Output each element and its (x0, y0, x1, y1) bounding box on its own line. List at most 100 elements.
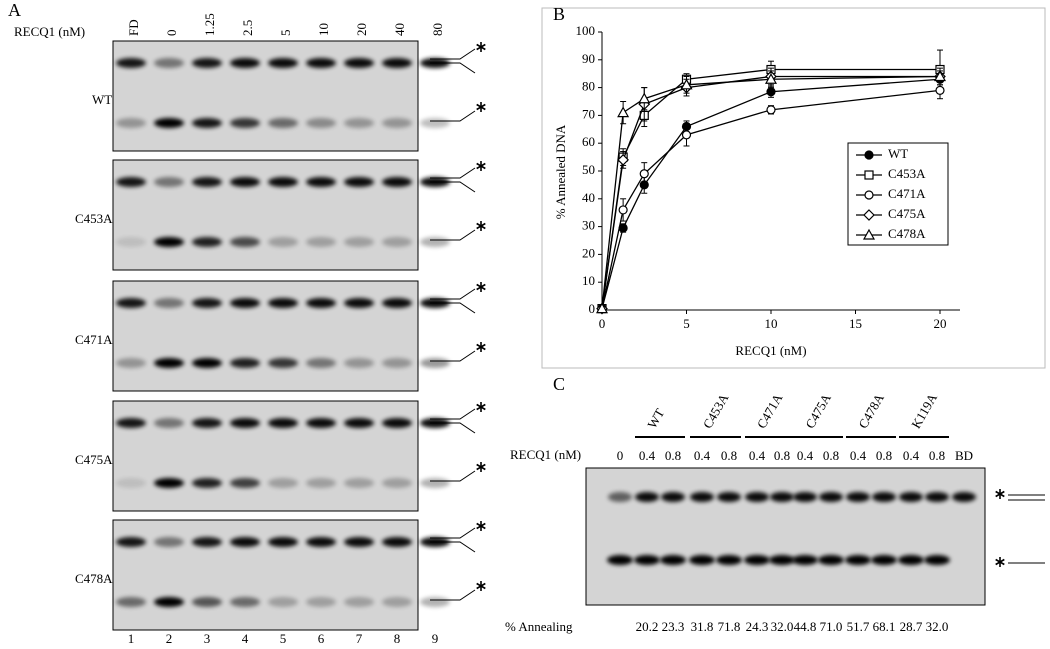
gel-band (230, 118, 260, 128)
y-tick-label: 70 (582, 106, 595, 121)
lane-label: 20 (354, 23, 369, 36)
group-label: C475A (802, 390, 834, 431)
gel-band (770, 492, 794, 502)
gel-band (116, 418, 146, 428)
asterisk (476, 582, 486, 590)
gel-band (382, 358, 412, 368)
y-tick-label: 10 (582, 273, 595, 288)
gel-band (230, 418, 260, 428)
lane-label: 5 (278, 30, 293, 37)
gel-band (344, 58, 374, 68)
gel-band (230, 537, 260, 547)
marker (618, 205, 628, 215)
gel-band (344, 237, 374, 247)
gel-band (871, 555, 897, 565)
gel-band (192, 478, 222, 488)
gel-band (819, 492, 843, 502)
gel-band (116, 177, 146, 187)
x-tick-label: 0 (599, 316, 606, 331)
gel-label: WT (92, 92, 112, 107)
marker (935, 85, 945, 95)
gel-band (634, 555, 660, 565)
gel-band (192, 237, 222, 247)
gel-band (382, 418, 412, 428)
annealing-value: 71.8 (718, 619, 741, 634)
gel-band (661, 492, 685, 502)
x-tick-label: 20 (934, 316, 947, 331)
panel-label: C (553, 374, 565, 394)
gel-band (230, 358, 260, 368)
lane-label: FD (126, 19, 141, 36)
y-tick-label: 20 (582, 245, 595, 260)
y-tick-label: 0 (589, 301, 596, 316)
gel-band (420, 237, 450, 247)
gel-band (268, 177, 298, 187)
lane-number: 2 (166, 631, 173, 646)
gel-band (306, 58, 336, 68)
annealing-value: 68.1 (873, 619, 896, 634)
marker (595, 302, 609, 314)
y-tick-label: 80 (582, 79, 595, 94)
gel-band (382, 58, 412, 68)
asterisk (476, 222, 486, 230)
marker (933, 70, 947, 82)
gel-band (192, 597, 222, 607)
lane-number: 3 (204, 631, 211, 646)
legend-label: C453A (888, 166, 926, 181)
gel-band (116, 537, 146, 547)
gel-band (154, 358, 184, 368)
gel-band (792, 555, 818, 565)
gel-band (192, 358, 222, 368)
y-tick-label: 100 (576, 23, 596, 38)
gel-band (268, 118, 298, 128)
lane-label: 0.4 (797, 448, 814, 463)
axis-label: RECQ1 (nM) (510, 447, 581, 462)
gel-band (769, 555, 795, 565)
marker (864, 190, 874, 200)
lane-label: 0.8 (823, 448, 839, 463)
gel (112, 519, 419, 631)
gel-band (420, 358, 450, 368)
gel-band (306, 478, 336, 488)
gel-label: C475A (75, 452, 113, 467)
gel-band (793, 492, 817, 502)
marker (766, 105, 776, 115)
y-tick-label: 90 (582, 51, 595, 66)
gel (112, 400, 419, 512)
lane-label: 0.4 (850, 448, 867, 463)
duplex-icon (430, 167, 476, 179)
duplex-icon (430, 527, 476, 539)
lane-number: 4 (242, 631, 249, 646)
annealing-value: 71.0 (820, 619, 843, 634)
gel-band (420, 118, 450, 128)
series-line (601, 75, 940, 309)
lane-label: 0.4 (639, 448, 656, 463)
duplex-icon (430, 541, 476, 553)
gel-band (192, 177, 222, 187)
gel-label: C471A (75, 332, 113, 347)
legend-label: C478A (888, 226, 926, 241)
gel-band (924, 555, 950, 565)
gel-band (192, 298, 222, 308)
gel-band (154, 237, 184, 247)
gel-band (154, 298, 184, 308)
gel-band (382, 177, 412, 187)
gel (112, 159, 419, 271)
gel-band (306, 237, 336, 247)
group-label: WT (644, 406, 667, 431)
gel-band (898, 555, 924, 565)
gel-band (344, 177, 374, 187)
lane-label: 10 (316, 23, 331, 36)
asterisk (476, 522, 486, 530)
lane-label: 0.8 (774, 448, 790, 463)
gel-band (154, 177, 184, 187)
asterisk (995, 558, 1005, 566)
lane-number: 8 (394, 631, 401, 646)
gel-band (344, 537, 374, 547)
lane-number: 5 (280, 631, 287, 646)
lane-label: 0.8 (929, 448, 945, 463)
x-axis-title: RECQ1 (nM) (735, 343, 806, 358)
lane-label: 0 (164, 30, 179, 37)
